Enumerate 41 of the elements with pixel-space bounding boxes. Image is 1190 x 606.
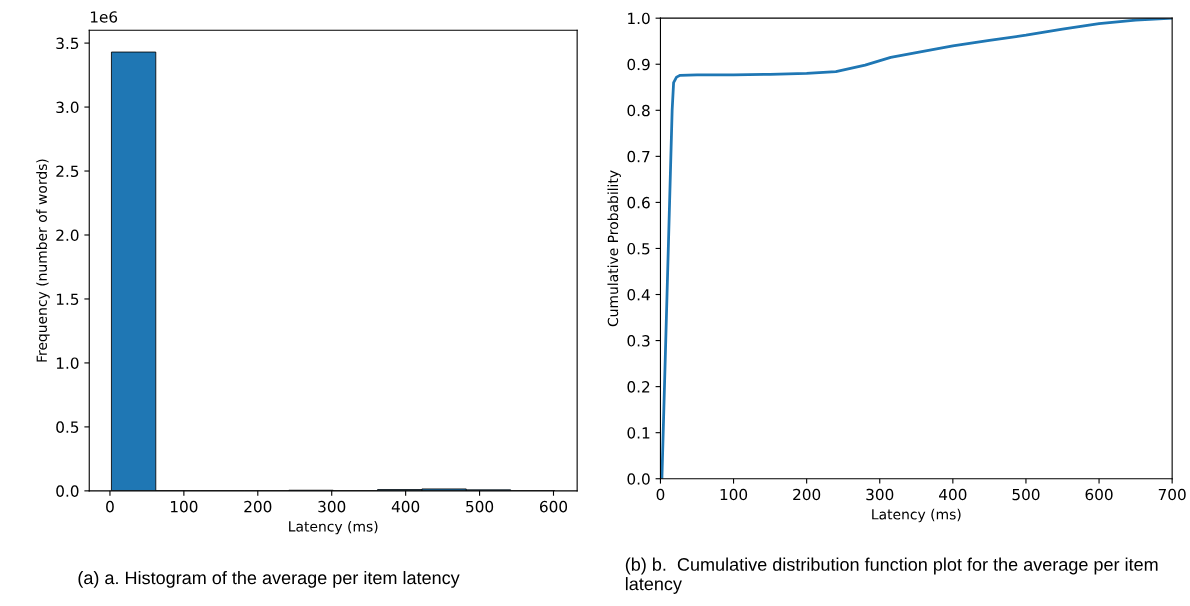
x-tick-label: 100: [720, 488, 748, 501]
y-tick-label: 2.5: [56, 165, 79, 178]
y-tick-label: 0.7: [627, 150, 650, 163]
y-tick-label: 0.5: [56, 421, 79, 433]
x-tick-label: 300: [318, 500, 346, 513]
y-axis-title: Cumulative Probability: [607, 170, 621, 327]
x-tick-label: 400: [391, 500, 420, 513]
x-tick-label: 500: [1012, 488, 1040, 501]
x-tick-label: 300: [866, 488, 894, 501]
x-tick-label: 500: [466, 500, 494, 513]
x-tick-label: 200: [244, 500, 272, 513]
x-axis-title: Latency (ms): [872, 508, 961, 523]
text: 1e6: [90, 11, 118, 23]
y-tick-label: 0.1: [627, 427, 650, 439]
y-tick-label: 0.3: [627, 335, 650, 347]
y-tick-label: 3.5: [56, 37, 79, 50]
y-tick-label: 0.4: [627, 288, 650, 301]
y-tick-label: 0.6: [627, 196, 650, 209]
x-tick-label: 0: [106, 500, 114, 513]
y-tick-label: 0.0: [627, 473, 650, 485]
y-tick-label: 1.0: [628, 12, 650, 25]
x-tick-label: 600: [1085, 488, 1113, 501]
text: (a) a. Histogram of the average per item latency: [78, 570, 460, 588]
y-tick-label: 0.2: [627, 381, 650, 393]
y-tick-label: 1.0: [56, 357, 79, 369]
y-axis-title: Frequency (number of words): [36, 159, 50, 362]
text: (b) b. Cumulative distribution function plot for the average per item latency: [625, 557, 1158, 594]
x-tick-label: 100: [170, 500, 198, 513]
y-tick-label: 2.0: [56, 229, 79, 242]
y-tick-label: 0.9: [627, 58, 650, 71]
y-tick-label: 0.5: [627, 242, 650, 255]
x-tick-label: 0: [656, 488, 665, 501]
y-tick-label: 1.5: [56, 293, 79, 305]
x-axis-title: Latency (ms): [289, 520, 378, 535]
x-tick-label: 600: [539, 500, 568, 513]
x-tick-label: 700: [1158, 488, 1186, 501]
y-tick-label: 0.8: [627, 104, 650, 117]
y-tick-label: 0.0: [56, 485, 79, 497]
x-tick-label: 400: [939, 488, 967, 501]
y-tick-label: 3.0: [56, 101, 79, 114]
x-tick-label: 200: [793, 488, 821, 501]
